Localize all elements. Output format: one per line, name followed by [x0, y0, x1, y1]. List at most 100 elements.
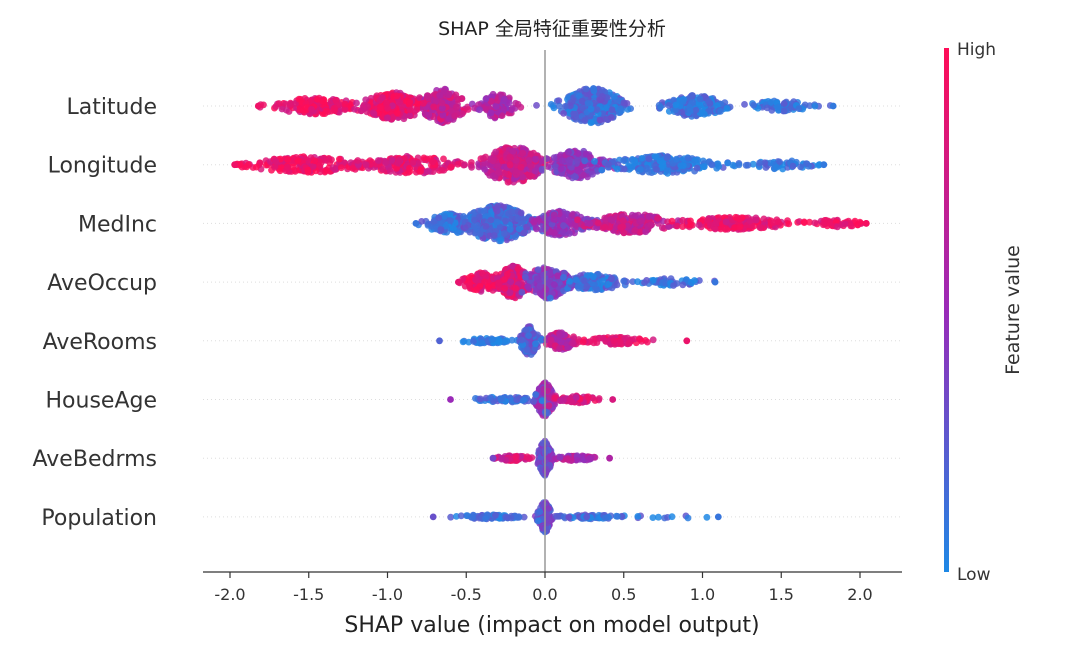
shap-point-extreme	[683, 337, 691, 345]
shap-point	[491, 174, 499, 182]
shap-point	[501, 284, 508, 292]
shap-point	[506, 153, 514, 161]
shap-point	[436, 92, 444, 99]
shap-point	[449, 224, 457, 232]
shap-point	[644, 338, 651, 346]
shap-point	[476, 106, 483, 114]
shap-point	[252, 163, 260, 171]
shap-point	[578, 221, 585, 228]
shap-point	[487, 216, 495, 224]
shap-point	[302, 104, 310, 111]
shap-point	[487, 97, 495, 105]
shap-point	[575, 92, 583, 100]
shap-point	[451, 112, 459, 120]
shap-point	[504, 178, 512, 186]
shap-point	[708, 161, 716, 169]
shap-point	[513, 396, 521, 404]
shap-point	[653, 165, 660, 173]
shap-point	[495, 337, 503, 345]
shap-point	[590, 273, 597, 281]
shap-point	[532, 340, 539, 348]
shap-point	[525, 157, 533, 164]
shap-point	[481, 278, 488, 286]
shap-point	[308, 105, 315, 113]
shap-point	[677, 162, 685, 170]
shap-point	[550, 229, 558, 236]
shap-point	[357, 107, 365, 114]
shap-point	[581, 116, 589, 124]
shap-point	[610, 337, 618, 344]
shap-point	[487, 394, 494, 402]
shap-point	[741, 101, 748, 108]
shap-point	[482, 223, 490, 230]
shap-point	[780, 107, 788, 115]
shap-point	[735, 161, 743, 169]
shap-point	[532, 155, 539, 163]
shap-point	[659, 224, 666, 232]
shap-point	[406, 112, 414, 119]
shap-point	[394, 159, 402, 167]
shap-point	[556, 344, 563, 352]
shap-point	[536, 290, 544, 297]
shap-point	[582, 85, 590, 93]
shap-point	[406, 164, 413, 172]
shap-point	[856, 218, 864, 226]
feature-rows: LatitudeLongitudeMedIncAveOccupAveRoomsH…	[33, 95, 902, 531]
shap-point	[643, 164, 651, 172]
shap-point	[587, 119, 595, 127]
shap-point	[815, 161, 823, 169]
shap-point	[430, 218, 438, 225]
shap-point	[489, 157, 497, 165]
shap-point	[645, 213, 653, 220]
shap-point	[590, 339, 598, 347]
shap-point	[722, 218, 730, 226]
shap-point	[337, 164, 345, 172]
shap-point	[429, 158, 437, 166]
shap-point	[561, 103, 569, 110]
shap-point	[598, 166, 606, 174]
shap-point	[414, 99, 422, 107]
shap-point	[684, 154, 692, 162]
shap-point	[599, 86, 606, 94]
shap-point	[437, 226, 445, 233]
shap-point	[803, 160, 810, 168]
shap-point	[525, 332, 532, 339]
shap-point	[328, 156, 335, 164]
shap-point	[477, 395, 484, 403]
shap-point	[654, 214, 661, 222]
shap-point	[679, 281, 687, 289]
shap-point	[672, 101, 680, 109]
shap-point	[550, 281, 558, 288]
shap-point	[566, 277, 574, 285]
shap-point	[616, 105, 624, 113]
shap-point	[546, 294, 554, 302]
shap-point	[487, 109, 495, 117]
shap-point	[322, 157, 330, 164]
shap-point	[531, 167, 539, 175]
shap-point	[566, 230, 573, 237]
shap-point	[641, 279, 648, 286]
shap-point	[569, 339, 576, 347]
shap-point	[556, 397, 564, 405]
shap-point	[663, 154, 671, 162]
shap-point	[700, 110, 708, 118]
shap-point	[581, 157, 588, 165]
shap-point	[568, 398, 576, 406]
shap-point	[649, 336, 657, 344]
shap-point	[547, 336, 555, 344]
shap-point	[425, 94, 432, 102]
shap-point	[811, 102, 819, 110]
shap-point	[525, 172, 533, 179]
shap-point	[770, 219, 778, 227]
shap-point	[555, 102, 563, 110]
shap-point	[603, 104, 611, 112]
shap-point	[489, 336, 496, 343]
shap-point	[579, 104, 586, 112]
shap-point	[476, 230, 484, 238]
shap-point	[781, 100, 788, 107]
shap-point	[517, 209, 525, 217]
shap-point	[620, 157, 628, 164]
shap-point	[466, 228, 474, 236]
shap-point	[294, 157, 302, 165]
